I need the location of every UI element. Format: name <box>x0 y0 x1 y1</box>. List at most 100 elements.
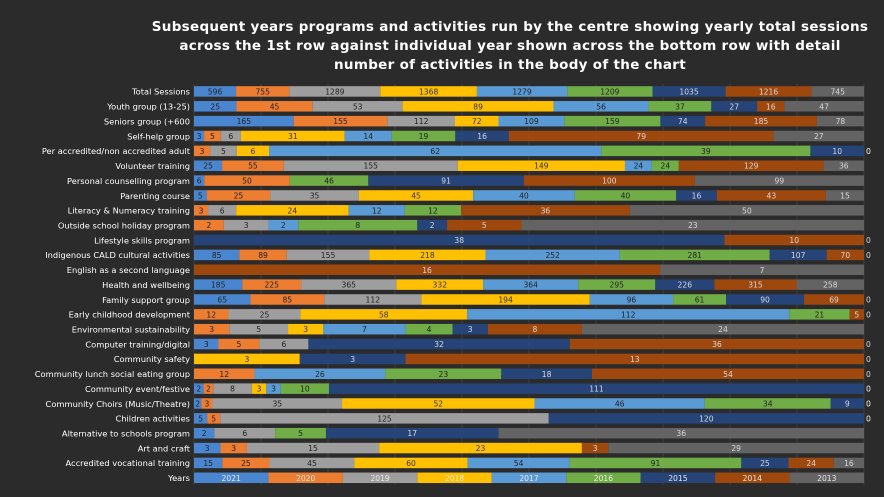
data-label: 35 <box>272 399 282 408</box>
data-label: 252 <box>545 251 560 260</box>
bar-segment <box>454 115 499 127</box>
data-label: 45 <box>270 102 280 111</box>
category-label: Early childhood development <box>69 310 191 320</box>
data-label: 3 <box>209 325 214 334</box>
data-label: 16 <box>477 132 487 141</box>
bar-segment <box>491 472 567 484</box>
data-label: 2 <box>206 385 211 394</box>
data-label: 8 <box>230 385 235 394</box>
data-label: 5 <box>237 340 242 349</box>
bar-segment <box>457 160 625 171</box>
data-label: 3 <box>271 385 276 394</box>
data-label: 53 <box>353 102 363 111</box>
data-label: 36 <box>839 162 849 171</box>
data-label: 29 <box>731 444 741 453</box>
bar-segment <box>823 160 864 171</box>
data-label: 23 <box>439 370 449 379</box>
data-label: 2 <box>202 429 207 438</box>
data-label: 72 <box>472 117 482 126</box>
bar-segment <box>467 457 570 469</box>
data-label: 60 <box>406 459 416 468</box>
bar-segment <box>280 383 329 394</box>
bar-segment <box>194 353 300 365</box>
bar-segment <box>300 309 468 320</box>
data-label: 3 <box>204 340 209 349</box>
bar-segment <box>269 145 602 157</box>
data-label: 1216 <box>759 87 778 96</box>
data-label: 89 <box>473 102 483 111</box>
bar-segment <box>194 279 243 290</box>
bar-segment <box>325 427 499 439</box>
data-label: 159 <box>605 117 620 126</box>
data-label: 6 <box>228 132 233 141</box>
data-label: 23 <box>476 444 486 453</box>
bar-segment <box>601 145 811 157</box>
data-label: 90 <box>760 295 770 304</box>
data-label: 107 <box>791 251 806 260</box>
data-label: 19 <box>419 132 429 141</box>
bar-segment <box>299 353 406 365</box>
bar-segment <box>269 457 355 469</box>
data-label: 218 <box>420 251 435 260</box>
data-label: 26 <box>315 370 325 379</box>
bar-segment <box>194 234 725 246</box>
data-label: 38 <box>454 236 464 245</box>
data-label: 0 <box>866 414 871 423</box>
bar-segment <box>521 219 864 231</box>
data-label: 55 <box>248 162 258 171</box>
year-label: 2018 <box>445 474 464 483</box>
data-label: 16 <box>766 102 776 111</box>
bar-segment <box>344 130 392 142</box>
bar-segment <box>236 205 349 216</box>
bar-segment <box>236 101 313 112</box>
bar-segment <box>534 398 705 409</box>
data-label: 5 <box>198 191 203 200</box>
data-label: 3 <box>205 399 210 408</box>
category-label: Health and wellbeing <box>102 280 190 290</box>
category-label: Per accredited/non accredited adult <box>42 146 191 156</box>
data-label: 332 <box>433 281 448 290</box>
year-label: 2014 <box>743 474 762 483</box>
bar-segment <box>788 457 834 469</box>
data-label: 24 <box>806 459 816 468</box>
data-label: 0 <box>866 399 871 408</box>
bar-segment <box>498 427 864 439</box>
data-label: 3 <box>303 325 308 334</box>
bar-segment <box>379 442 582 454</box>
bar-segment <box>204 175 290 186</box>
data-label: 3 <box>593 444 598 453</box>
bar-segment <box>589 294 674 305</box>
data-label: 3 <box>197 132 202 141</box>
data-label: 165 <box>237 117 252 126</box>
data-label: 10 <box>832 147 842 156</box>
bar-segment <box>569 338 864 350</box>
data-label: 18 <box>542 370 552 379</box>
bar-segment <box>405 353 864 365</box>
data-label: 0 <box>866 236 871 245</box>
data-label: 39 <box>701 147 711 156</box>
bar-segment <box>194 338 219 350</box>
data-label: 295 <box>610 281 625 290</box>
bar-segment <box>242 279 302 290</box>
bar-segment <box>268 219 299 231</box>
data-label: 91 <box>441 177 451 186</box>
bar-segment <box>201 398 213 409</box>
bar-segment <box>194 309 229 320</box>
data-label: 6 <box>242 429 247 438</box>
data-label: 1209 <box>600 87 619 96</box>
bar-segment <box>220 442 247 454</box>
data-label: 40 <box>621 191 631 200</box>
bar-segment <box>240 130 345 142</box>
data-label: 54 <box>514 459 524 468</box>
data-label: 0 <box>866 147 871 156</box>
bar-segment <box>660 115 706 127</box>
bar-segment <box>239 249 287 261</box>
data-label: 5 <box>298 429 303 438</box>
year-label: 2016 <box>594 474 613 483</box>
data-label: 149 <box>534 162 549 171</box>
data-label: 46 <box>615 399 625 408</box>
bar-segment <box>660 264 864 275</box>
bar-segment <box>715 472 790 484</box>
data-label: 1035 <box>679 87 698 96</box>
